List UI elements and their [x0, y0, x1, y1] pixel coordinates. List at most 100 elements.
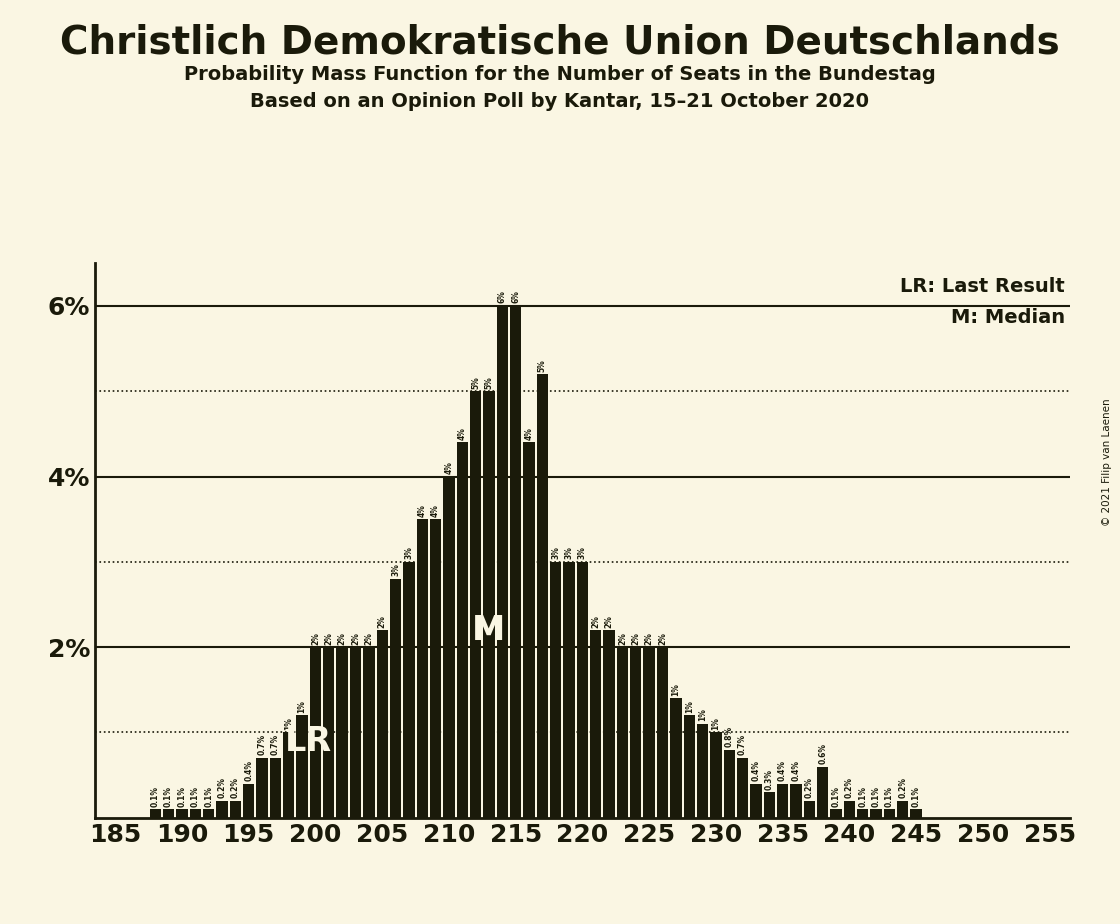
Text: 2%: 2% — [632, 632, 641, 645]
Text: LR: LR — [286, 725, 333, 758]
Text: 3%: 3% — [391, 564, 400, 577]
Bar — [310, 647, 321, 818]
Text: 3%: 3% — [564, 546, 573, 559]
Text: 2%: 2% — [377, 614, 386, 627]
Bar — [203, 809, 214, 818]
Text: 4%: 4% — [445, 461, 454, 474]
Bar — [644, 647, 655, 818]
Bar — [536, 374, 548, 818]
Bar — [444, 477, 455, 818]
Text: 3%: 3% — [551, 546, 560, 559]
Text: 0.1%: 0.1% — [177, 785, 186, 807]
Bar — [243, 784, 254, 818]
Bar — [470, 391, 482, 818]
Text: 2%: 2% — [657, 632, 668, 645]
Bar — [604, 630, 615, 818]
Bar — [297, 715, 308, 818]
Bar — [510, 306, 521, 818]
Text: 1%: 1% — [684, 700, 693, 712]
Text: 2%: 2% — [605, 614, 614, 627]
Text: Probability Mass Function for the Number of Seats in the Bundestag: Probability Mass Function for the Number… — [184, 65, 936, 84]
Text: 0.2%: 0.2% — [217, 777, 226, 798]
Bar — [830, 809, 842, 818]
Bar — [617, 647, 628, 818]
Bar — [336, 647, 348, 818]
Bar — [777, 784, 788, 818]
Bar — [363, 647, 374, 818]
Bar — [376, 630, 388, 818]
Text: © 2021 Filip van Laenen: © 2021 Filip van Laenen — [1102, 398, 1112, 526]
Bar — [683, 715, 694, 818]
Text: 0.1%: 0.1% — [885, 785, 894, 807]
Bar — [631, 647, 642, 818]
Text: 3%: 3% — [578, 546, 587, 559]
Text: 0.8%: 0.8% — [725, 726, 734, 747]
Text: M: M — [473, 614, 505, 647]
Bar — [737, 758, 748, 818]
Bar — [270, 758, 281, 818]
Bar — [176, 809, 188, 818]
Bar — [496, 306, 508, 818]
Text: 0.1%: 0.1% — [190, 785, 199, 807]
Text: 3%: 3% — [404, 546, 413, 559]
Text: 0.4%: 0.4% — [752, 760, 760, 781]
Text: 1%: 1% — [671, 683, 680, 696]
Text: 0.4%: 0.4% — [778, 760, 787, 781]
Bar — [256, 758, 268, 818]
Text: 6%: 6% — [511, 290, 520, 303]
Text: 2%: 2% — [325, 632, 334, 645]
Text: 2%: 2% — [364, 632, 373, 645]
Text: 0.2%: 0.2% — [844, 777, 853, 798]
Text: 1%: 1% — [284, 717, 293, 730]
Text: 2%: 2% — [618, 632, 627, 645]
Bar — [283, 733, 295, 818]
Text: 0.4%: 0.4% — [244, 760, 253, 781]
Bar — [577, 562, 588, 818]
Text: 2%: 2% — [591, 614, 600, 627]
Text: M: Median: M: Median — [951, 308, 1065, 327]
Text: 0.2%: 0.2% — [231, 777, 240, 798]
Text: Christlich Demokratische Union Deutschlands: Christlich Demokratische Union Deutschla… — [60, 23, 1060, 61]
Text: 4%: 4% — [524, 427, 533, 440]
Text: 0.3%: 0.3% — [765, 769, 774, 790]
Bar — [804, 801, 815, 818]
Text: 0.1%: 0.1% — [151, 785, 160, 807]
Text: 5%: 5% — [472, 376, 480, 389]
Bar — [189, 809, 200, 818]
Text: 0.7%: 0.7% — [738, 735, 747, 756]
Bar — [911, 809, 922, 818]
Bar — [670, 699, 681, 818]
Text: LR: Last Result: LR: Last Result — [900, 277, 1065, 297]
Text: 2%: 2% — [351, 632, 360, 645]
Bar — [417, 519, 428, 818]
Text: 1%: 1% — [711, 717, 720, 730]
Bar — [403, 562, 414, 818]
Text: 0.1%: 0.1% — [165, 785, 174, 807]
Bar — [563, 562, 575, 818]
Bar — [791, 784, 802, 818]
Text: 2%: 2% — [645, 632, 654, 645]
Bar — [857, 809, 868, 818]
Text: Based on an Opinion Poll by Kantar, 15–21 October 2020: Based on an Opinion Poll by Kantar, 15–2… — [251, 92, 869, 112]
Bar — [816, 767, 829, 818]
Bar — [150, 809, 161, 818]
Bar — [484, 391, 495, 818]
Bar — [390, 579, 401, 818]
Bar — [710, 733, 721, 818]
Text: 6%: 6% — [497, 290, 507, 303]
Text: 0.1%: 0.1% — [831, 785, 840, 807]
Bar — [724, 749, 735, 818]
Bar — [430, 519, 441, 818]
Bar — [656, 647, 669, 818]
Bar — [764, 792, 775, 818]
Text: 4%: 4% — [431, 504, 440, 517]
Bar — [750, 784, 762, 818]
Text: 1%: 1% — [698, 709, 707, 722]
Text: 0.7%: 0.7% — [258, 735, 267, 756]
Bar — [843, 801, 855, 818]
Text: 0.7%: 0.7% — [271, 735, 280, 756]
Text: 0.1%: 0.1% — [912, 785, 921, 807]
Bar — [870, 809, 881, 818]
Bar — [897, 801, 908, 818]
Text: 4%: 4% — [418, 504, 427, 517]
